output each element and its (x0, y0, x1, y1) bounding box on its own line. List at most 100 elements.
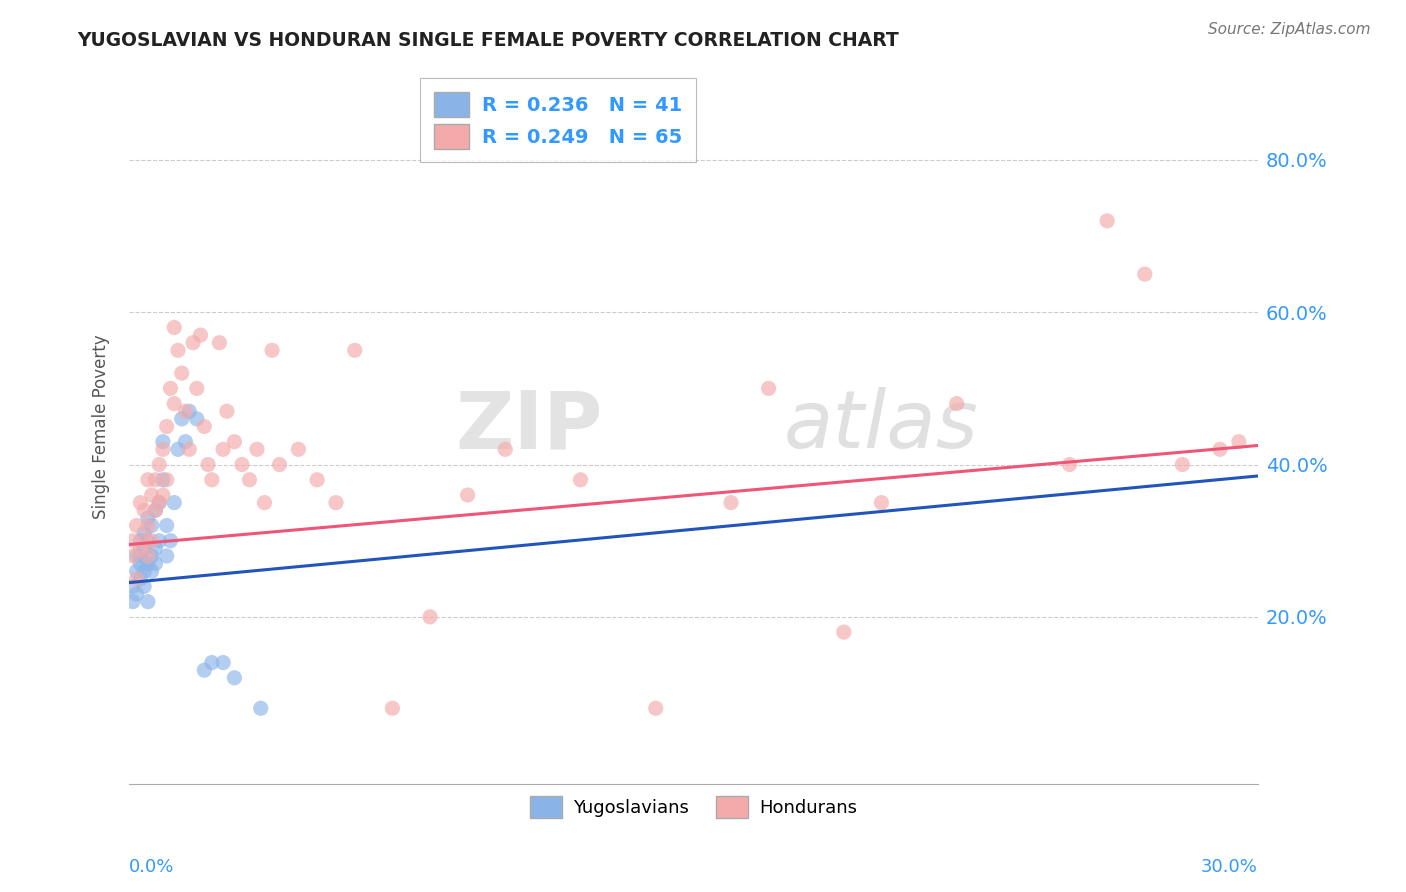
Point (163, 396, 186, 410)
Point (141, 518, 163, 533)
Point (136, 594, 159, 608)
Point (145, 503, 167, 517)
Point (1171, 458, 1194, 472)
Point (212, 656, 235, 670)
Point (148, 458, 170, 472)
Point (156, 473, 179, 487)
Point (224, 671, 246, 685)
Point (129, 541, 152, 556)
Point (208, 335, 231, 350)
Point (121, 579, 143, 593)
Point (644, 701, 666, 715)
Text: 0.0%: 0.0% (129, 858, 174, 876)
Point (215, 404, 238, 418)
Point (148, 495, 170, 509)
Point (141, 488, 163, 502)
Point (945, 396, 967, 410)
Point (145, 541, 167, 556)
Point (152, 434, 174, 449)
Point (129, 549, 152, 563)
Point (494, 442, 516, 457)
Point (569, 473, 592, 487)
Point (720, 495, 742, 509)
Point (134, 564, 156, 578)
Point (224, 434, 246, 449)
Point (179, 442, 201, 457)
Text: 30.0%: 30.0% (1201, 858, 1257, 876)
Point (145, 503, 167, 517)
Point (136, 557, 159, 571)
Text: atlas: atlas (783, 387, 979, 466)
Text: ZIP: ZIP (456, 387, 603, 466)
Point (121, 533, 143, 548)
Point (201, 656, 224, 670)
Point (870, 495, 893, 509)
Point (197, 458, 219, 472)
Point (307, 473, 329, 487)
Point (253, 495, 276, 509)
Point (167, 343, 190, 358)
Point (134, 526, 156, 541)
Point (269, 458, 291, 472)
Point (125, 564, 148, 578)
Point (152, 473, 174, 487)
Point (179, 404, 201, 418)
Point (136, 518, 159, 533)
Point (181, 335, 204, 350)
Point (129, 557, 152, 571)
Point (419, 610, 441, 624)
Point (287, 442, 309, 457)
Y-axis label: Single Female Poverty: Single Female Poverty (93, 334, 110, 519)
Point (125, 549, 148, 563)
Point (1227, 434, 1250, 449)
Point (145, 557, 167, 571)
Point (186, 381, 208, 395)
Point (156, 419, 179, 434)
Point (145, 473, 167, 487)
Point (832, 625, 855, 640)
Point (1095, 214, 1118, 228)
Point (136, 511, 159, 525)
Point (121, 549, 143, 563)
Point (141, 533, 163, 548)
Point (129, 533, 152, 548)
Point (758, 381, 780, 395)
Point (246, 442, 269, 457)
Point (159, 381, 181, 395)
Point (231, 458, 253, 472)
Point (174, 404, 197, 418)
Point (148, 533, 170, 548)
Point (190, 328, 212, 343)
Point (136, 473, 159, 487)
Point (129, 495, 152, 509)
Point (129, 572, 152, 586)
Point (163, 495, 186, 509)
Point (136, 533, 159, 548)
Point (121, 594, 143, 608)
Point (170, 366, 193, 380)
Point (125, 572, 148, 586)
Point (238, 473, 260, 487)
Point (174, 434, 197, 449)
Point (134, 533, 156, 548)
Point (134, 541, 156, 556)
Point (1209, 442, 1232, 457)
Point (167, 442, 190, 457)
Point (141, 549, 163, 563)
Point (125, 587, 148, 601)
Point (457, 488, 479, 502)
Point (249, 701, 271, 715)
Point (134, 579, 156, 593)
Point (163, 320, 186, 334)
Point (141, 564, 163, 578)
Point (193, 419, 215, 434)
Point (325, 495, 347, 509)
Point (1133, 267, 1156, 281)
Point (186, 412, 208, 426)
Point (152, 442, 174, 457)
Point (136, 549, 159, 563)
Point (156, 549, 179, 563)
Point (125, 518, 148, 533)
Point (156, 518, 179, 533)
Text: Source: ZipAtlas.com: Source: ZipAtlas.com (1208, 22, 1371, 37)
